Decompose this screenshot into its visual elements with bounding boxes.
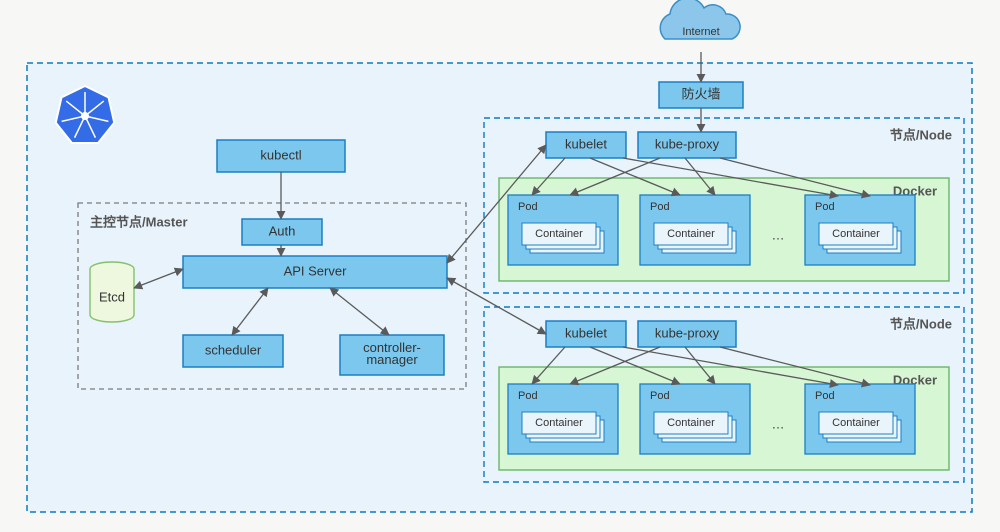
svg-text:Pod: Pod [815,201,835,213]
svg-text:Container: Container [667,417,715,429]
apiserver-box-label: API Server [284,263,348,278]
svg-text:Pod: Pod [518,201,538,213]
svg-text:Pod: Pod [650,390,670,402]
svg-text:Container: Container [832,417,880,429]
svg-text:Container: Container [667,228,715,240]
kubectl-box-label: kubectl [260,147,301,162]
svg-text:Etcd: Etcd [99,289,125,304]
controller-manager-box-label: controller-manager [363,340,421,367]
master-title: 主控节点/Master [90,214,188,229]
node1-kubeproxy-box-label: kube-proxy [655,136,720,151]
architecture-diagram: Internet 防火墙主控节点/Master kubectl Auth API Ser… [0,0,1000,532]
svg-text:…: … [772,227,785,242]
node2-title: 节点/Node [890,316,952,331]
svg-text:Pod: Pod [518,390,538,402]
node1-kubelet-box-label: kubelet [565,136,607,151]
svg-text:Container: Container [535,228,583,240]
svg-text:Pod: Pod [815,390,835,402]
svg-text:Container: Container [832,228,880,240]
svg-text:Container: Container [535,417,583,429]
node1-title: 节点/Node [890,127,952,142]
node2-kubeproxy-box-label: kube-proxy [655,325,720,340]
svg-text:Pod: Pod [650,201,670,213]
node2-kubelet-box-label: kubelet [565,325,607,340]
firewall-box-label: 防火墙 [681,86,720,101]
auth-box-label: Auth [269,223,296,238]
svg-text:Internet: Internet [682,26,719,38]
scheduler-box-label: scheduler [205,342,262,357]
svg-text:…: … [772,416,785,431]
